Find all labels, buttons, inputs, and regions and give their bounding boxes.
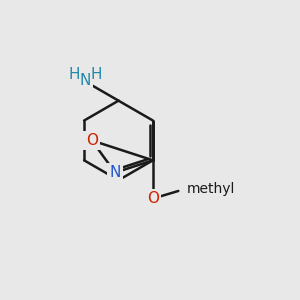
Text: O: O: [86, 133, 98, 148]
Text: N: N: [80, 74, 91, 88]
Text: O: O: [147, 191, 159, 206]
Text: methyl: methyl: [187, 182, 236, 197]
Text: H: H: [68, 67, 80, 82]
Text: H: H: [91, 67, 102, 82]
Text: N: N: [110, 165, 121, 180]
